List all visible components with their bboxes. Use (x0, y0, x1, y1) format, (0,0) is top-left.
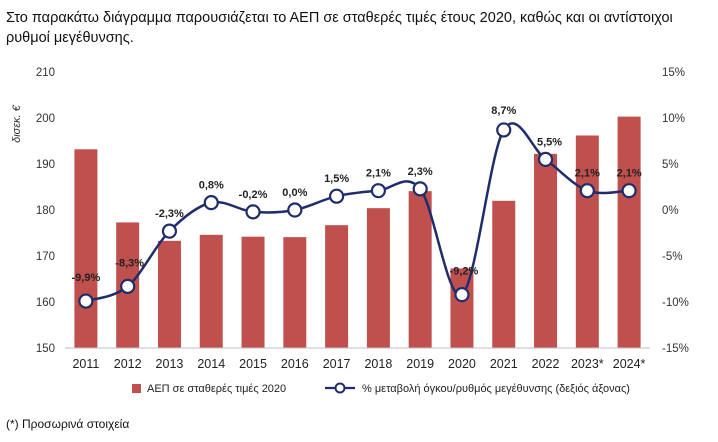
x-tick-label: 2012 (114, 357, 142, 371)
bar (408, 191, 432, 348)
legend-bar-label: ΑΕΠ σε σταθερές τιμές 2020 (147, 383, 286, 395)
y2-tick-label: -5% (662, 251, 682, 263)
y-tick-label: 210 (36, 67, 55, 79)
bar (492, 200, 516, 348)
growth-data-label: 0,0% (282, 187, 307, 199)
growth-data-label: 2,3% (408, 166, 433, 178)
footnote: (*) Προσωρινά στοιχεία (6, 417, 130, 431)
x-tick-label: 2021 (490, 357, 518, 371)
growth-data-label: 0,8% (199, 180, 224, 192)
bar (366, 208, 390, 348)
growth-marker (78, 293, 94, 309)
bar (74, 149, 98, 348)
bar (157, 240, 181, 348)
y-tick-label: 180 (36, 205, 55, 217)
growth-marker (621, 183, 637, 199)
x-tick-label: 2015 (239, 357, 267, 371)
y2-tick-label: 0% (662, 205, 679, 217)
x-tick-label: 2013 (156, 357, 184, 371)
chart-title: Στο παρακάτω διάγραμμα παρουσιάζεται το … (6, 10, 673, 46)
growth-marker (161, 223, 178, 239)
bar (617, 116, 641, 349)
y2-tick-label: 15% (662, 67, 685, 79)
legend-line-label: % μεταβολή όγκου/ρυθμός μεγέθυνσης (δεξι… (362, 383, 630, 395)
y2-tick-label: -15% (662, 343, 689, 355)
growth-marker (537, 151, 554, 167)
growth-data-label: -2,3% (155, 208, 184, 220)
x-tick-label: 2011 (72, 357, 99, 371)
growth-marker (370, 183, 386, 199)
y-tick-label: 190 (36, 159, 55, 171)
growth-marker (579, 183, 595, 199)
x-tick-label: 2018 (364, 357, 392, 371)
legend-line-marker (334, 382, 346, 394)
growth-data-label: -9,9% (72, 272, 101, 284)
x-tick-label: 2017 (323, 357, 351, 371)
x-tick-label: 2022 (532, 357, 560, 371)
legend-bar-swatch (132, 384, 141, 393)
growth-data-label: 2,1% (617, 168, 642, 180)
growth-data-label: -9,2% (450, 266, 479, 278)
bar (283, 237, 307, 348)
growth-marker (454, 287, 470, 303)
x-tick-label: 2020 (448, 357, 476, 371)
x-tick-label: 2019 (406, 357, 434, 371)
growth-data-label: 1,5% (324, 173, 349, 185)
growth-marker (412, 181, 428, 197)
y2-tick-label: -10% (662, 297, 689, 309)
bar (325, 225, 349, 348)
growth-marker (120, 278, 136, 294)
bar (241, 236, 265, 348)
bar (450, 268, 474, 348)
y-axis-label: δισεκ. € (11, 104, 23, 143)
growth-marker (329, 188, 345, 204)
bar (199, 234, 223, 348)
growth-data-label: 2,1% (575, 168, 600, 180)
growth-marker (203, 195, 219, 211)
y-tick-label: 200 (36, 113, 55, 125)
x-tick-label: 2024* (613, 357, 646, 371)
x-tick-label: 2016 (281, 357, 309, 371)
x-tick-label: 2023* (571, 357, 604, 371)
growth-data-label: 2,1% (366, 168, 391, 180)
growth-data-label: 8,7% (491, 105, 516, 117)
growth-data-label: -0,2% (239, 189, 268, 201)
y-tick-label: 160 (36, 297, 55, 309)
y-tick-label: 150 (36, 343, 55, 355)
growth-data-label: 5,5% (537, 136, 562, 148)
growth-marker (245, 204, 261, 220)
y2-tick-label: 5% (662, 159, 679, 171)
growth-marker (287, 202, 303, 218)
growth-data-label: -8,3% (115, 257, 144, 269)
x-tick-label: 2014 (197, 357, 225, 371)
bar (534, 153, 558, 348)
y2-tick-label: 10% (662, 113, 685, 125)
growth-marker (496, 122, 512, 138)
y-tick-label: 170 (36, 251, 55, 263)
